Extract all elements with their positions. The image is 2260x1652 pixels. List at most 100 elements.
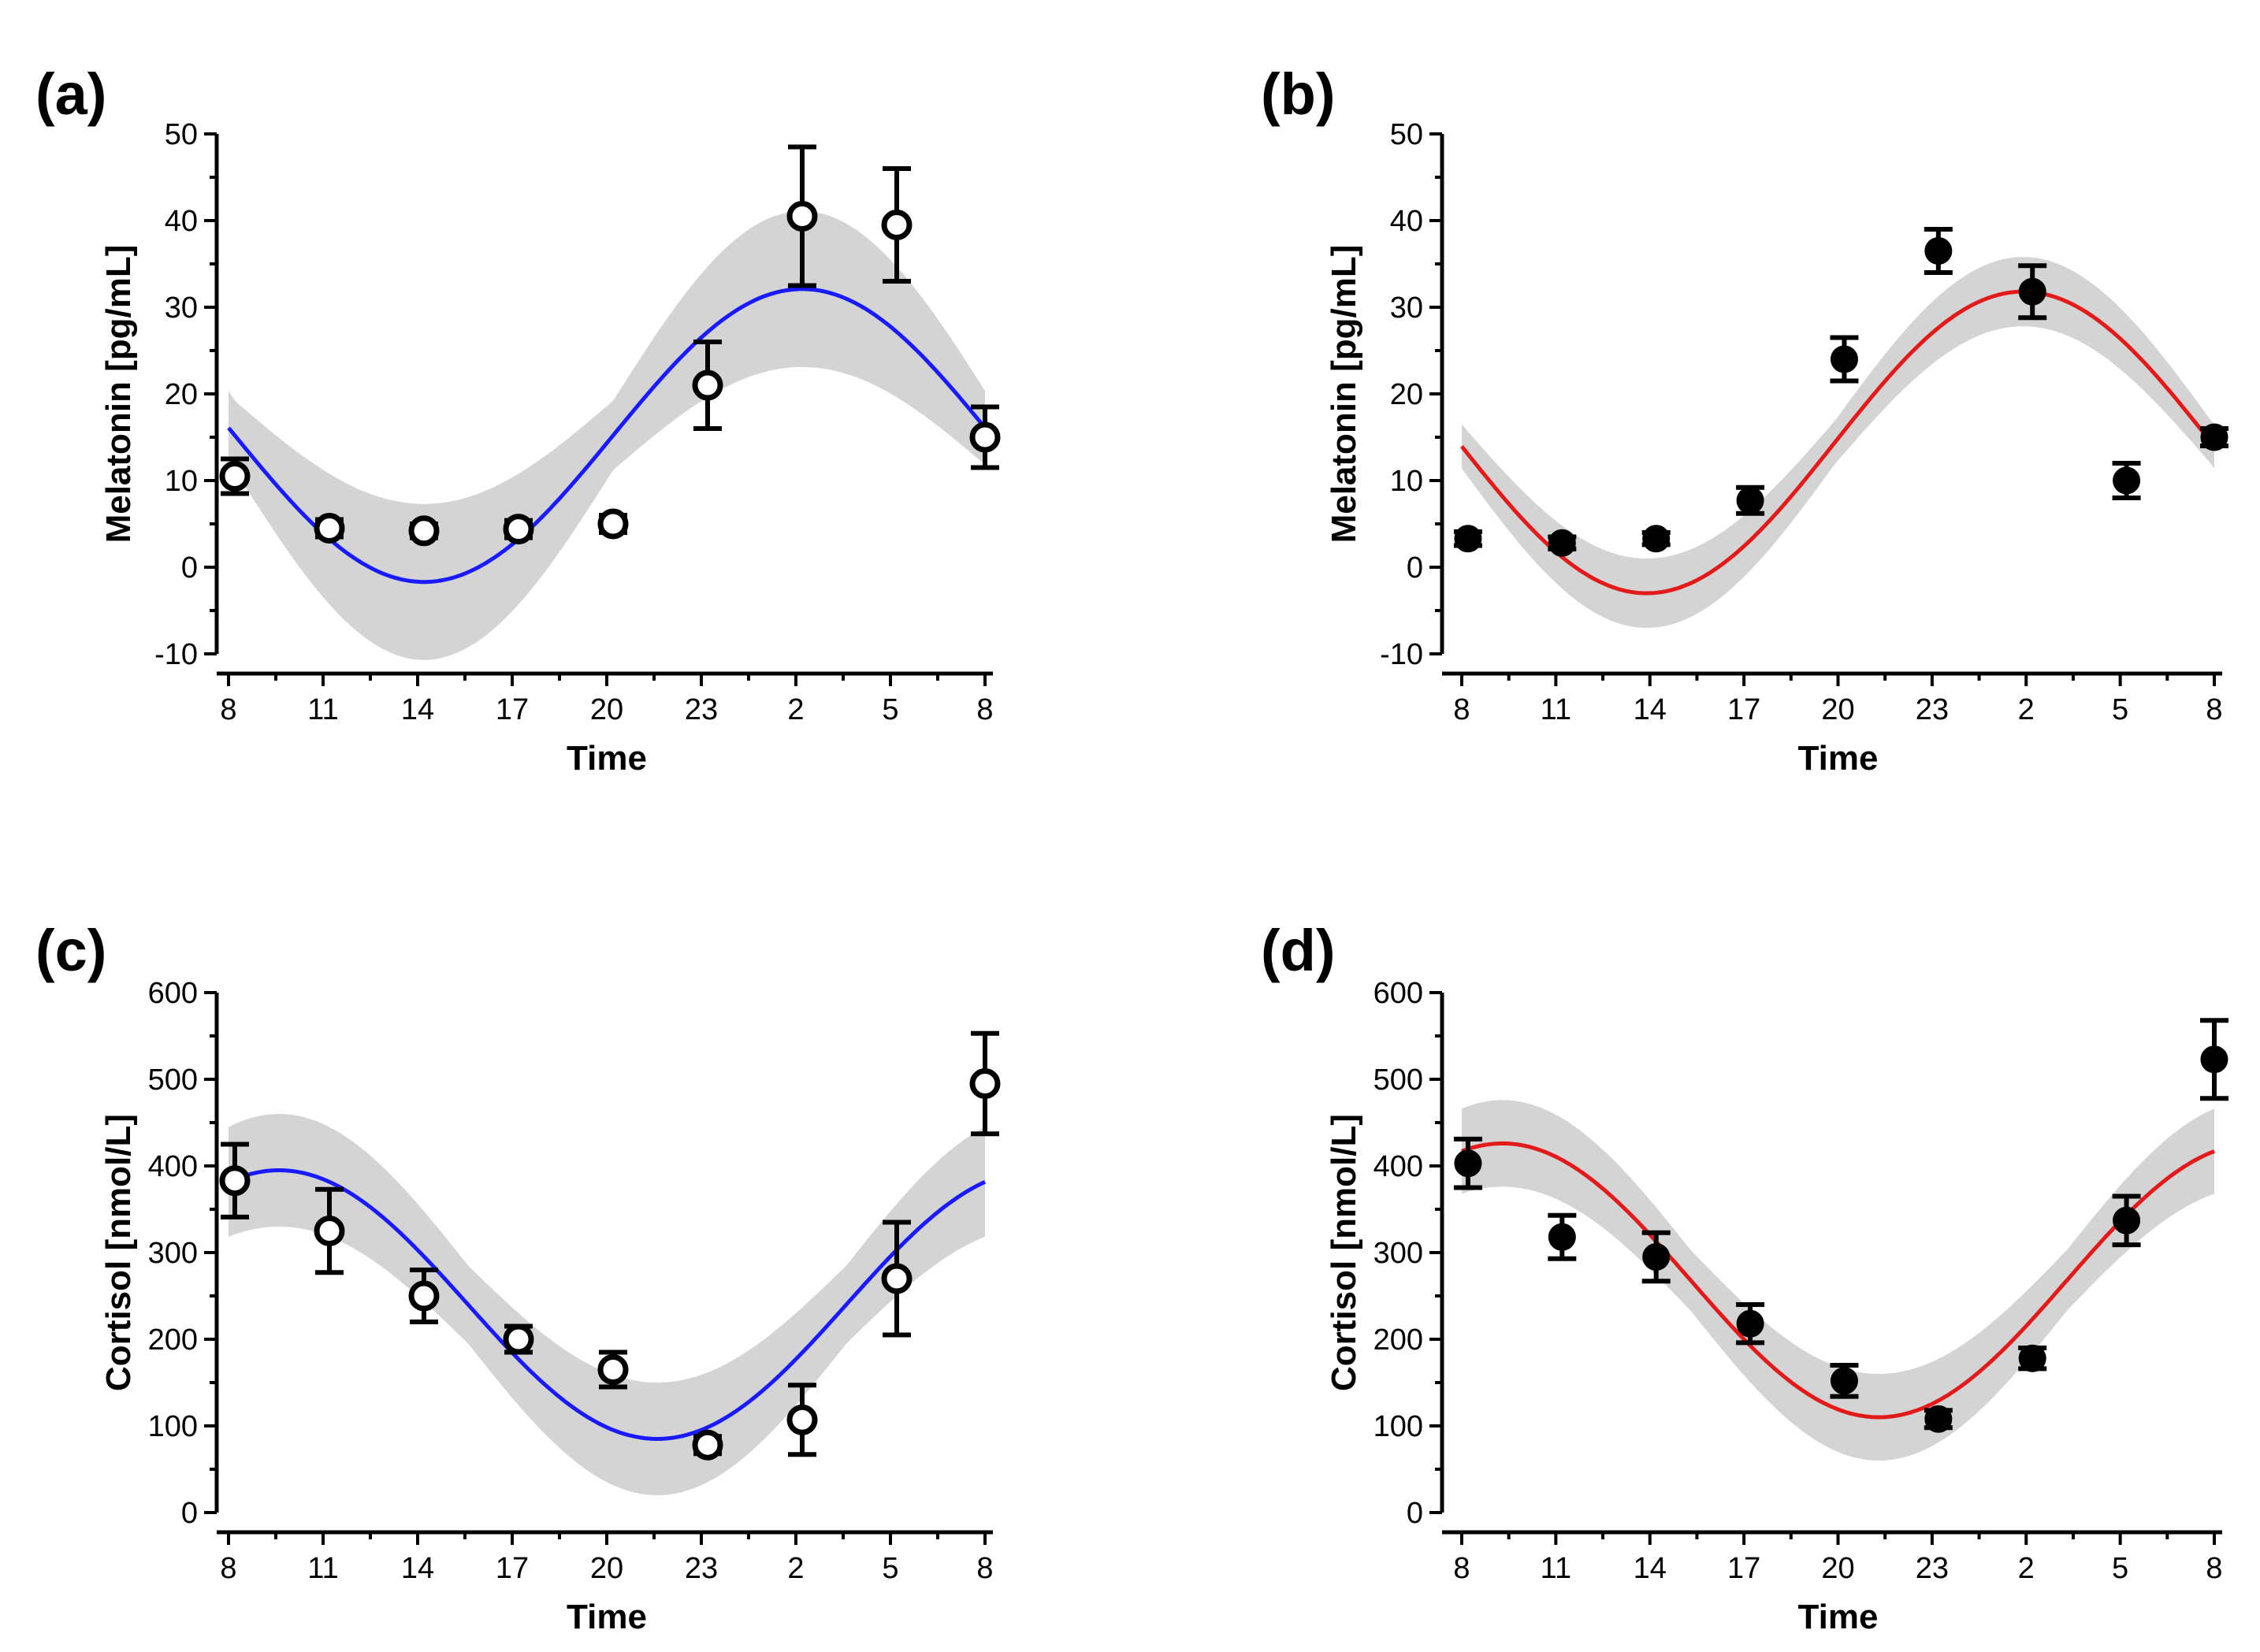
x-axis-label: Time: [1798, 739, 1879, 778]
data-point: [1454, 525, 1482, 553]
data-point: [969, 421, 1001, 453]
y-tick-label: 300: [1373, 1237, 1423, 1270]
data-point: [597, 1354, 629, 1385]
y-tick-label: 0: [1407, 1497, 1423, 1530]
data-point: [786, 201, 818, 232]
x-tick-label: 5: [882, 1552, 898, 1585]
data-point: [2113, 1206, 2141, 1234]
data-point: [408, 1280, 440, 1312]
x-tick-label: 2: [2018, 693, 2035, 726]
panel-c: (c) 0 100 200 300 400 500 600 8 11 14 17 20 23 2 5 8 Time…: [35, 918, 1001, 1636]
data-point: [408, 515, 440, 547]
panel-label: (d): [1261, 918, 1336, 983]
data-point: [219, 461, 251, 492]
y-tick-label: 200: [148, 1323, 198, 1357]
data-point: [1548, 529, 1576, 557]
y-tick-label: 10: [1390, 465, 1423, 498]
y-tick-label: 0: [181, 1497, 198, 1530]
y-tick-label: 30: [165, 291, 198, 325]
y-axis-label: Cortisol [nmol/L]: [99, 1114, 138, 1391]
data-point: [1924, 1405, 1953, 1433]
data-point: [1548, 1223, 1576, 1251]
data-point: [881, 1263, 913, 1294]
y-tick-label: 400: [1373, 1150, 1423, 1183]
data-point: [2113, 466, 2141, 495]
y-tick-label: 40: [1390, 205, 1423, 238]
y-tick-label: 600: [1373, 977, 1423, 1010]
data-point: [1830, 345, 1858, 373]
y-tick-label: 400: [148, 1150, 198, 1183]
cosinor-fit-line: [227, 1168, 987, 1441]
confidence-band: [229, 1114, 985, 1495]
x-tick-label: 2: [2018, 1552, 2035, 1585]
x-tick-label: 14: [1634, 1552, 1667, 1585]
y-axis-label: Cortisol [nmol/L]: [1325, 1114, 1363, 1391]
y-tick-label: 10: [165, 465, 198, 498]
y-tick-label: -10: [1380, 638, 1423, 671]
x-tick-label: 11: [307, 1552, 338, 1585]
x-tick-label: 8: [1453, 693, 1470, 726]
data-point: [969, 1068, 1001, 1099]
cosinor-fit-line: [1461, 1141, 2215, 1420]
data-point: [314, 513, 345, 544]
y-tick-label: 300: [148, 1237, 198, 1270]
x-tick-label: 23: [685, 693, 718, 726]
x-axis-label: Time: [567, 739, 647, 778]
data-point: [219, 1165, 251, 1197]
confidence-band: [1462, 1100, 2214, 1461]
panel-label: (a): [35, 61, 106, 127]
y-tick-label: 200: [1373, 1323, 1423, 1357]
x-tick-label: 20: [590, 1552, 623, 1585]
y-tick-label: 30: [1390, 291, 1423, 325]
panel-a: (a) -10 0 10 20 30 40 50 8 11 14 17 20 23 2 5 8 Time Melat…: [35, 61, 1001, 778]
x-tick-label: 17: [496, 1552, 529, 1585]
y-tick-label: 40: [165, 205, 198, 238]
data-point: [503, 514, 534, 545]
data-point: [1830, 1367, 1858, 1395]
confidence-band: [1462, 257, 2214, 628]
y-axis-label: Melatonin [pg/mL]: [99, 245, 138, 544]
x-tick-label: 5: [882, 693, 898, 726]
y-tick-label: 50: [1390, 118, 1423, 151]
x-tick-label: 23: [685, 1552, 718, 1585]
x-tick-label: 20: [1821, 1552, 1854, 1585]
data-point: [1736, 1309, 1764, 1338]
data-point: [597, 508, 629, 540]
x-tick-label: 23: [1916, 1552, 1949, 1585]
y-tick-label: 20: [165, 378, 198, 411]
x-tick-label: 8: [2206, 693, 2222, 726]
y-tick-label: 50: [165, 118, 198, 151]
panel-label: (b): [1261, 61, 1336, 127]
x-tick-label: 14: [401, 1552, 434, 1585]
x-tick-label: 23: [1916, 693, 1949, 726]
x-tick-label: 11: [307, 693, 338, 726]
x-tick-label: 11: [1541, 1552, 1571, 1585]
x-tick-label: 11: [1541, 693, 1571, 726]
data-point: [692, 1429, 723, 1461]
x-axis-label: Time: [1798, 1598, 1879, 1636]
y-tick-label: 100: [148, 1410, 198, 1443]
x-tick-label: 8: [2206, 1552, 2222, 1585]
y-tick-label: 500: [1373, 1064, 1423, 1097]
data-point: [1642, 525, 1671, 553]
data-point: [786, 1404, 818, 1435]
cosinor-fit-line: [227, 287, 987, 585]
x-tick-label: 5: [2112, 693, 2128, 726]
x-tick-label: 20: [1821, 693, 1854, 726]
panel-label: (c): [35, 918, 106, 983]
data-point: [1454, 1149, 1482, 1178]
x-tick-label: 8: [220, 1552, 236, 1585]
data-point: [503, 1323, 534, 1355]
y-tick-label: 0: [1407, 551, 1423, 585]
x-tick-label: 20: [590, 693, 623, 726]
x-tick-label: 8: [976, 693, 993, 726]
x-tick-label: 2: [787, 1552, 804, 1585]
y-tick-label: 500: [148, 1064, 198, 1097]
x-tick-label: 17: [496, 693, 529, 726]
x-tick-label: 14: [401, 693, 434, 726]
x-tick-label: 8: [1453, 1552, 1470, 1585]
y-tick-label: 0: [181, 551, 198, 585]
panel-d: (d) 0 100 200 300 400 500 600 8 11 14 17 20 23 2 5 8 Time…: [1261, 918, 2228, 1636]
data-point: [1924, 237, 1953, 265]
